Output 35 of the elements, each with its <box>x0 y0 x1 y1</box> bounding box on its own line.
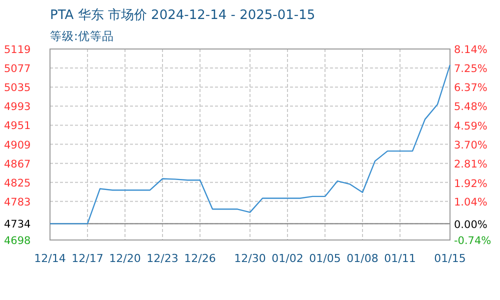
x-tick-label: 01/05 <box>309 252 341 265</box>
x-tick-label: 12/17 <box>72 252 104 265</box>
y-tick-label: 5119 <box>4 44 31 56</box>
y-tick-label: 4909 <box>4 139 31 152</box>
y2-tick-label: 4.59% <box>454 120 488 132</box>
y2-tick-label: 5.48% <box>454 101 488 114</box>
y2-tick-label: 1.92% <box>454 178 488 190</box>
y2-tick-label: 6.37% <box>454 82 488 94</box>
x-tick-label: 01/02 <box>272 252 304 265</box>
y2-tick-label: 3.70% <box>454 140 488 152</box>
y2-tick-label: 1.04% <box>454 196 488 209</box>
x-tick-label: 12/20 <box>109 252 141 265</box>
y2-tick-label: 8.14% <box>454 44 488 56</box>
y-tick-label: 4951 <box>4 120 31 132</box>
y-tick-label: 4825 <box>4 177 31 190</box>
y2-tick-label: -0.74% <box>454 235 492 247</box>
y2-tick-label: 7.25% <box>454 63 488 76</box>
y2-tick-label: 0.00% <box>454 219 488 232</box>
x-tick-label: 12/30 <box>234 252 266 265</box>
title: PTA 华东 市场价 2024-12-14 - 2025-01-15 <box>50 8 316 23</box>
y-tick-label: 4867 <box>4 158 31 170</box>
y-tick-label: 5077 <box>4 63 31 76</box>
y-tick-label: 5035 <box>4 82 31 94</box>
x-tick-label: 12/23 <box>146 252 178 265</box>
y2-tick-label: 2.81% <box>454 158 488 171</box>
subtitle: 等级:优等品 <box>50 29 114 43</box>
x-tick-label: 12/14 <box>34 252 66 265</box>
x-tick-label: 01/15 <box>434 252 466 265</box>
y-tick-label: 4698 <box>4 235 31 247</box>
y-tick-label: 4734 <box>4 218 32 231</box>
y-tick-label: 4783 <box>4 196 31 208</box>
x-tick-label: 01/11 <box>384 252 416 265</box>
y-tick-label: 4993 <box>4 101 31 114</box>
x-tick-label: 01/08 <box>346 252 378 265</box>
x-tick-label: 12/26 <box>184 252 216 265</box>
